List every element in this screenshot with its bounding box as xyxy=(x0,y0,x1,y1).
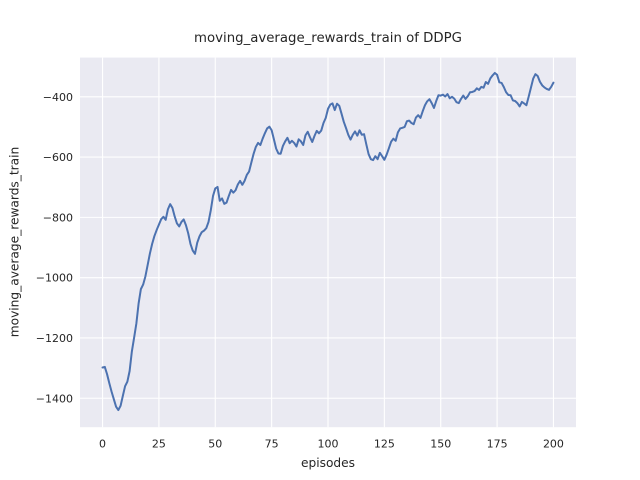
x-tick-label: 200 xyxy=(543,438,564,451)
x-tick-label: 125 xyxy=(374,438,395,451)
chart-title: moving_average_rewards_train of DDPG xyxy=(194,31,462,46)
y-axis-label-strip: moving_average_rewards_train xyxy=(1,58,27,428)
x-tick-label: 150 xyxy=(430,438,451,451)
x-tick-label: 0 xyxy=(99,438,106,451)
x-tick-label: 25 xyxy=(152,438,166,451)
y-tick-label: −600 xyxy=(43,151,73,164)
x-tick-label: 75 xyxy=(265,438,279,451)
y-tick-label: −1200 xyxy=(36,332,73,345)
x-tick-label: 175 xyxy=(487,438,508,451)
y-tick-label: −800 xyxy=(43,211,73,224)
reward-line xyxy=(101,71,555,412)
y-axis-label: moving_average_rewards_train xyxy=(7,147,21,338)
y-tick-label: −400 xyxy=(43,91,73,104)
y-tick-label: −1400 xyxy=(36,392,73,405)
x-tick-label: 100 xyxy=(318,438,339,451)
x-axis-label: episodes xyxy=(300,456,355,470)
x-tick-label: 50 xyxy=(208,438,222,451)
y-tick-label: −1000 xyxy=(36,272,73,285)
